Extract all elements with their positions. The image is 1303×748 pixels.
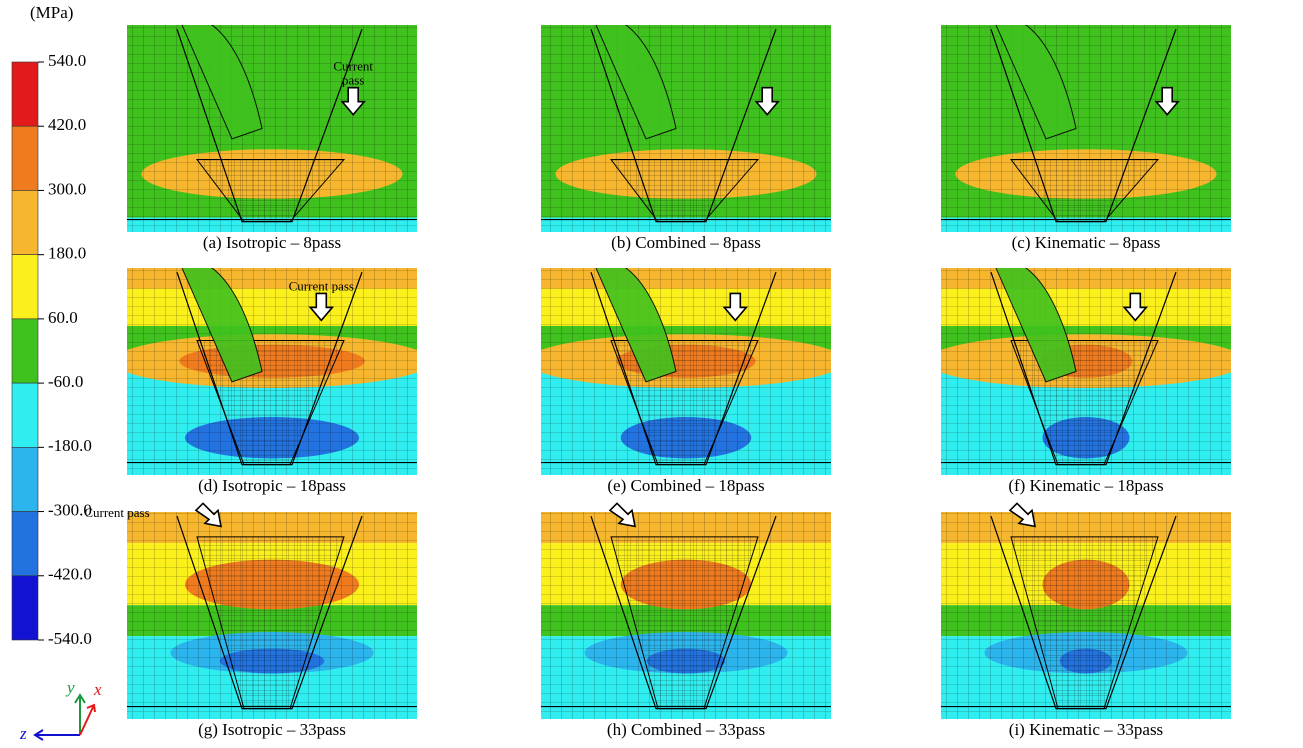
annotation: Current: [333, 59, 373, 74]
annotation: Current pass: [289, 278, 354, 293]
annotation: Current pass: [84, 505, 149, 520]
colorbar-band: [12, 255, 38, 319]
colorbar-label: 420.0: [48, 115, 86, 134]
colorbar-band: [12, 512, 38, 576]
caption: (h) Combined – 33pass: [607, 720, 765, 739]
colorbar-band: [12, 576, 38, 640]
colorbar-label: 540.0: [48, 51, 86, 70]
panel-image: [527, 262, 846, 475]
panel: (e) Combined – 18pass: [527, 262, 846, 495]
figure: (MPa) 540.0 420.0 300.0 180.0 60.0 -60.0 -180.…: [0, 0, 1303, 748]
colorbar-band: [12, 383, 38, 447]
caption: (b) Combined – 8pass: [611, 233, 761, 252]
axis-label-z: z: [19, 724, 27, 743]
colorbar-label: -180.0: [48, 436, 92, 455]
panel-image: [541, 512, 831, 719]
caption: (d) Isotropic – 18pass: [198, 476, 346, 495]
caption: (a) Isotropic – 8pass: [203, 233, 341, 252]
panel-image: [941, 512, 1231, 719]
panel: (f) Kinematic – 18pass: [927, 262, 1246, 495]
colorbar-label: 180.0: [48, 244, 86, 263]
panel-image: [927, 262, 1246, 475]
colorbar-label: -60.0: [48, 372, 83, 391]
colorbar-label: 60.0: [48, 308, 78, 327]
colorbar-band: [12, 126, 38, 190]
caption: (e) Combined – 18pass: [607, 476, 764, 495]
colorbar-band: [12, 62, 38, 126]
panel-image: [127, 512, 417, 719]
axis-label-y: y: [65, 678, 75, 697]
caption: (g) Isotropic – 33pass: [198, 720, 346, 739]
axis-x: [80, 705, 95, 735]
axis-z: [35, 730, 80, 740]
panel: Current pass (g) Isotropic – 33pass: [84, 503, 417, 739]
panel-image: [113, 262, 432, 475]
axis-label-x: x: [93, 680, 102, 699]
annotation: pass: [342, 73, 364, 88]
caption: (c) Kinematic – 8pass: [1012, 233, 1161, 252]
caption: (f) Kinematic – 18pass: [1008, 476, 1163, 495]
colorbar-band: [12, 190, 38, 254]
colorbar-unit: (MPa): [30, 3, 73, 22]
colorbar-label: 300.0: [48, 179, 86, 198]
colorbar-label: -540.0: [48, 629, 92, 648]
caption: (i) Kinematic – 33pass: [1009, 720, 1163, 739]
colorbar-band: [12, 447, 38, 511]
colorbar-label: -420.0: [48, 565, 92, 584]
colorbar-band: [12, 319, 38, 383]
panel: Current pass (d) Isotropic – 18pass: [113, 262, 432, 495]
panel: (h) Combined – 33pass: [541, 503, 831, 739]
panel: (i) Kinematic – 33pass: [941, 503, 1231, 739]
